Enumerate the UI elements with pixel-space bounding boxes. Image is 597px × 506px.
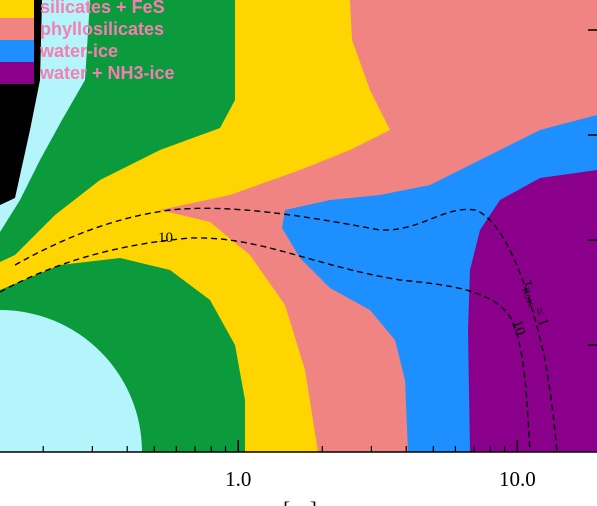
x-tick-label: 10.0: [499, 467, 536, 491]
legend-label: water-ice: [39, 41, 118, 61]
tau-label: τRoss= 1: [517, 278, 551, 330]
region-cyan-lower: [0, 310, 142, 452]
legend: silicates + FeS phyllosilicateswater-icew…: [0, 0, 175, 84]
tau-symbol: τ: [520, 278, 537, 289]
legend-label: silicates + FeS: [40, 0, 165, 17]
legend-label: water + NH3-ice: [39, 63, 175, 83]
tau-rest: = 1: [530, 305, 552, 329]
contour-line: [14, 207, 558, 453]
legend-swatch: [0, 40, 34, 62]
regions: [0, 0, 597, 452]
annotation: 10: [158, 230, 173, 246]
legend-swatch: [0, 0, 34, 18]
legend-label: phyllosilicates: [40, 19, 164, 39]
x-axis-label: [au]: [283, 497, 317, 506]
contour-line: [0, 237, 531, 453]
right-axis: [588, 29, 597, 346]
x-tick-label: 1.0: [225, 467, 251, 491]
legend-swatch: [0, 62, 34, 84]
legend-swatch: [0, 18, 34, 40]
annotation: 10: [508, 318, 528, 337]
